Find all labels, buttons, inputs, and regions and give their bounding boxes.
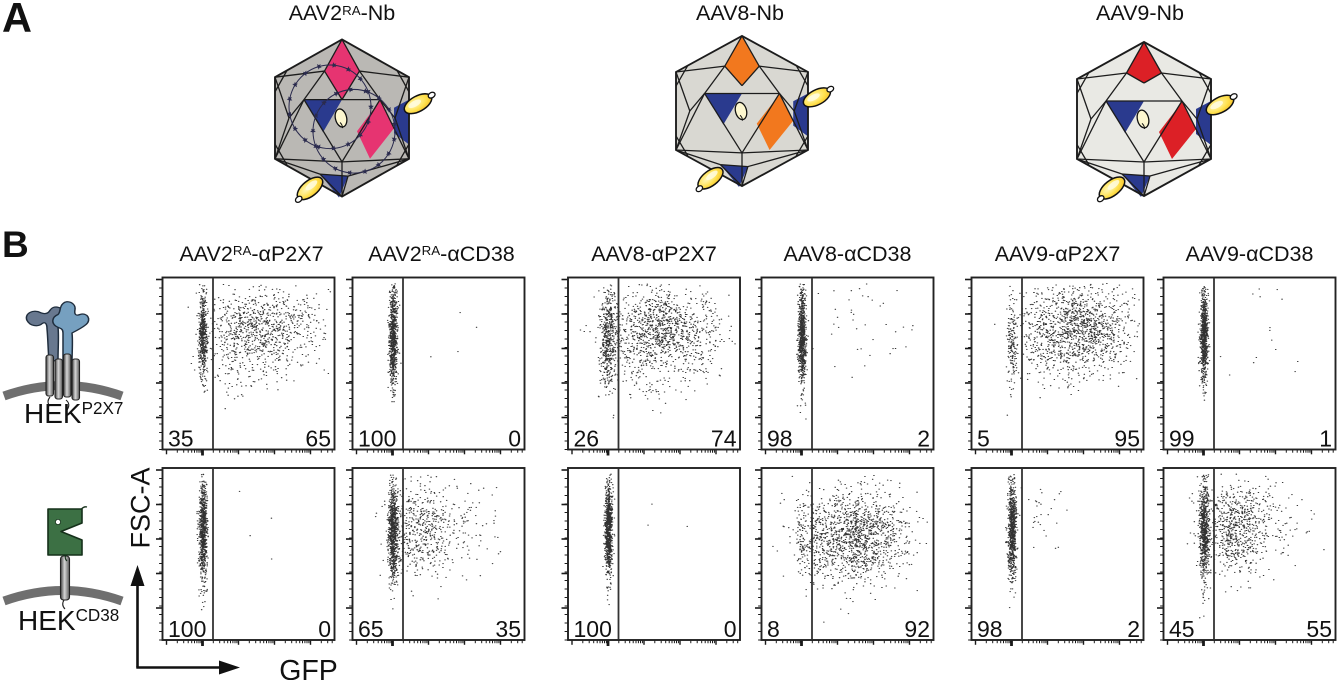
svg-text:74: 74 <box>711 425 737 451</box>
svg-text:2: 2 <box>917 425 930 451</box>
svg-text:98: 98 <box>767 425 793 451</box>
svg-text:99: 99 <box>1169 425 1195 451</box>
svg-text:2: 2 <box>1127 616 1140 642</box>
svg-text:0: 0 <box>508 425 521 451</box>
svg-text:35: 35 <box>168 425 194 451</box>
svg-text:1: 1 <box>1319 425 1332 451</box>
svg-text:0: 0 <box>724 616 737 642</box>
svg-text:5: 5 <box>977 425 990 451</box>
svg-text:65: 65 <box>305 425 331 451</box>
svg-text:FSC-A: FSC-A <box>125 468 155 549</box>
svg-text:65: 65 <box>358 616 384 642</box>
svg-text:26: 26 <box>574 425 600 451</box>
svg-text:45: 45 <box>1169 616 1195 642</box>
svg-text:100: 100 <box>168 616 206 642</box>
svg-text:0: 0 <box>318 616 331 642</box>
svg-text:35: 35 <box>495 616 521 642</box>
svg-text:100: 100 <box>574 616 612 642</box>
svg-text:8: 8 <box>767 616 780 642</box>
svg-text:98: 98 <box>977 616 1003 642</box>
svg-text:95: 95 <box>1114 425 1140 451</box>
svg-text:55: 55 <box>1306 616 1332 642</box>
svg-text:100: 100 <box>358 425 396 451</box>
svg-text:92: 92 <box>904 616 930 642</box>
